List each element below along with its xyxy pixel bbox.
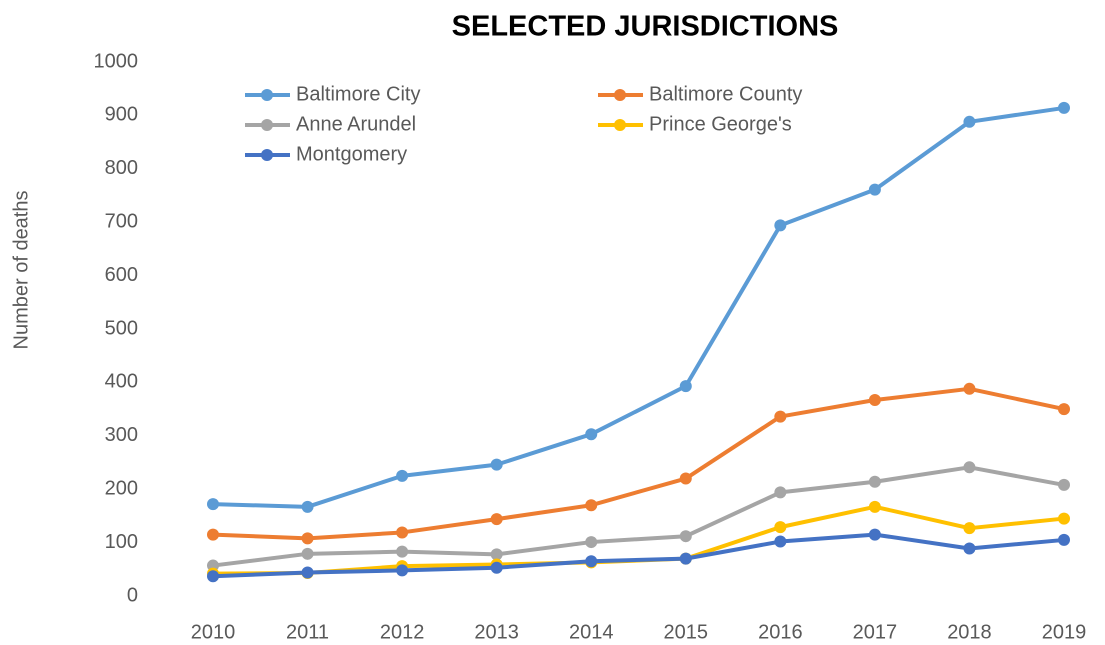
legend-marker: [614, 119, 626, 131]
x-tick-label: 2017: [853, 621, 898, 643]
data-point: [774, 535, 787, 548]
data-point: [1058, 101, 1070, 114]
legend-marker: [261, 119, 273, 131]
data-point: [207, 570, 219, 583]
series-line: [212, 532, 1065, 579]
x-tick-label: 2016: [758, 621, 803, 643]
data-point: [207, 498, 219, 511]
x-tick-label: 2013: [474, 621, 519, 643]
legend-label: Baltimore County: [649, 83, 802, 105]
data-point: [868, 183, 881, 196]
series-line: [212, 105, 1065, 509]
legend-label: Baltimore City: [296, 83, 420, 105]
y-axis-label: Number of deaths: [10, 191, 32, 350]
data-point: [1058, 533, 1070, 546]
data-point: [963, 461, 976, 474]
legend-marker: [614, 89, 626, 101]
x-tick-label: 2015: [664, 621, 709, 643]
y-tick-label: 100: [105, 531, 138, 553]
data-point: [1058, 403, 1070, 416]
y-tick-label: 300: [105, 424, 138, 446]
data-point: [679, 472, 692, 485]
legend-label: Montgomery: [296, 143, 407, 165]
data-point: [774, 486, 787, 499]
data-point: [490, 561, 503, 574]
data-point: [396, 469, 409, 482]
y-tick-label: 900: [105, 104, 138, 126]
data-point: [963, 382, 976, 395]
data-point: [207, 528, 219, 541]
data-point: [774, 410, 787, 423]
data-point: [585, 428, 598, 441]
y-tick-label: 500: [105, 317, 138, 339]
data-point: [868, 528, 881, 541]
x-tick-label: 2011: [286, 621, 329, 643]
x-tick-label: 2018: [947, 621, 992, 643]
data-point: [774, 521, 787, 534]
data-point: [396, 545, 409, 558]
series-line: [212, 386, 1065, 541]
y-tick-label: 0: [127, 584, 138, 606]
data-point: [868, 475, 881, 488]
data-point: [490, 548, 503, 561]
data-point: [679, 552, 692, 565]
data-point: [963, 115, 976, 128]
data-point: [490, 513, 503, 526]
data-point: [679, 380, 692, 393]
legend-label: Prince George's: [649, 113, 792, 135]
data-point: [1058, 512, 1070, 525]
y-tick-label: 200: [105, 477, 138, 499]
data-point: [963, 522, 976, 535]
data-point: [963, 542, 976, 555]
data-point: [396, 564, 409, 577]
data-point: [301, 566, 314, 579]
data-point: [868, 500, 881, 513]
y-tick-label: 1000: [94, 50, 139, 72]
data-point: [301, 500, 314, 513]
x-tick-label: 2014: [569, 621, 614, 643]
data-point: [396, 526, 409, 539]
x-tick-label: 2010: [191, 621, 236, 643]
data-point: [868, 394, 881, 407]
data-point: [585, 536, 598, 549]
x-tick-label: 2012: [380, 621, 425, 643]
data-point: [490, 458, 503, 471]
legend-label: Anne Arundel: [296, 113, 416, 135]
y-tick-label: 600: [105, 264, 138, 286]
data-point: [301, 547, 314, 560]
data-point: [585, 555, 598, 568]
x-tick-label: 2019: [1042, 621, 1087, 643]
data-point: [679, 530, 692, 543]
y-tick-label: 800: [105, 157, 138, 179]
data-point: [301, 532, 314, 545]
series-line: [212, 465, 1065, 568]
data-point: [774, 219, 787, 232]
legend-marker: [261, 89, 273, 101]
y-tick-label: 700: [105, 210, 138, 232]
chart-title: SELECTED JURISDICTIONS: [452, 11, 839, 43]
data-point: [585, 499, 598, 512]
y-tick-label: 400: [105, 371, 138, 393]
data-point: [1058, 478, 1070, 491]
legend-marker: [261, 149, 273, 161]
